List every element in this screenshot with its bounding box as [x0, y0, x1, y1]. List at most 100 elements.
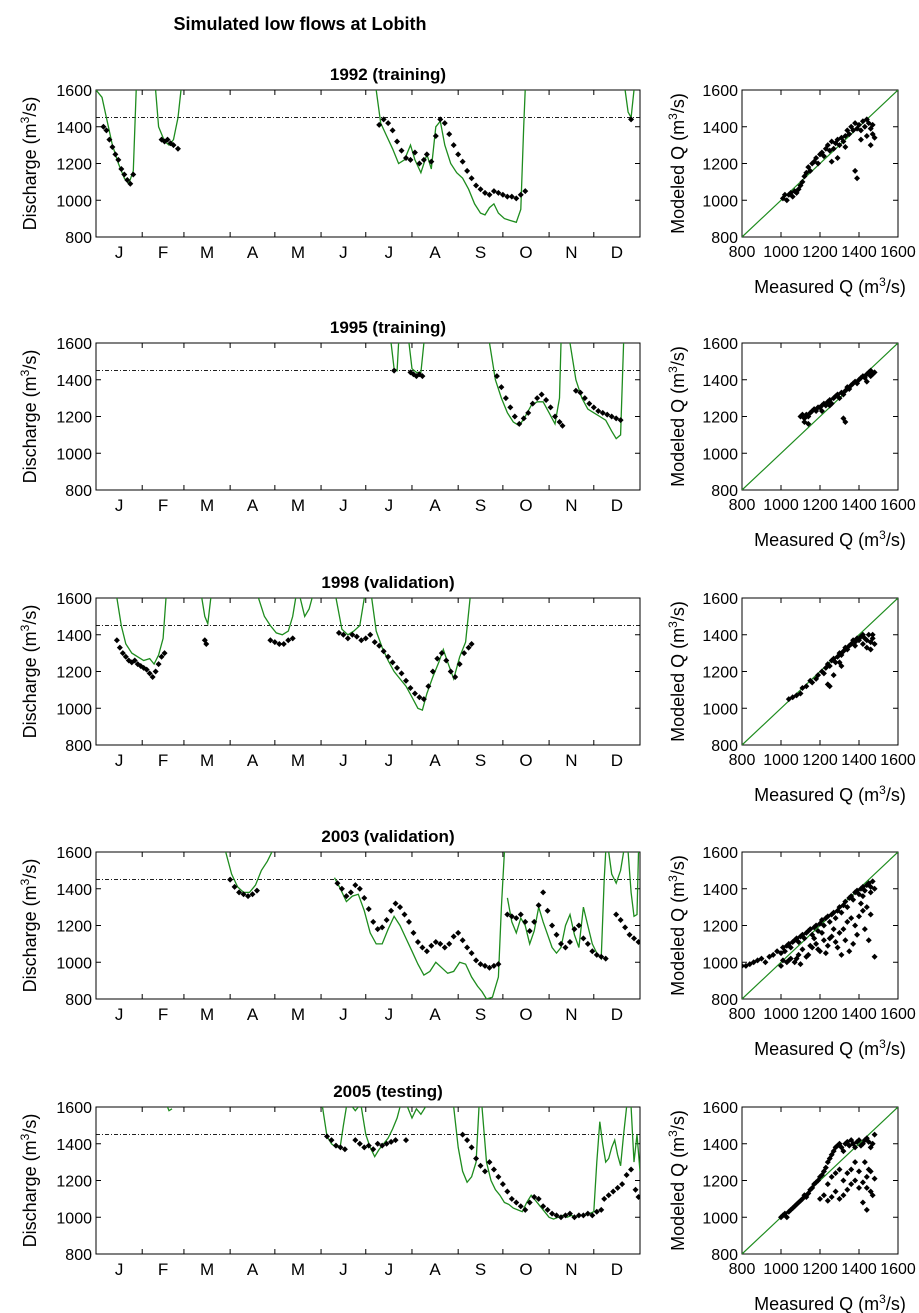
measured-point — [613, 415, 620, 422]
measured-point — [513, 195, 520, 202]
measured-point — [388, 1138, 395, 1145]
measured-point — [464, 167, 471, 174]
measured-point — [584, 940, 591, 947]
x-tick-label: M — [291, 1005, 305, 1024]
scatter-point — [762, 959, 769, 966]
y-axis-label: Modeled Q (m3/s) — [666, 346, 688, 487]
scatter-point — [865, 1166, 872, 1173]
measured-point — [394, 664, 401, 671]
scatter-point — [832, 939, 839, 946]
measured-point — [589, 948, 596, 955]
simulated-line — [375, 90, 526, 224]
measured-point — [626, 931, 633, 938]
x-tick-label: M — [200, 496, 214, 515]
x-tick-label: J — [385, 1260, 394, 1279]
x-tick-label: D — [611, 496, 623, 515]
scatter-point — [844, 1186, 851, 1193]
scatter-point — [857, 136, 864, 143]
measured-point — [429, 668, 436, 675]
simulated-line — [166, 1107, 173, 1112]
y-tick-label: 1400 — [56, 628, 92, 645]
measured-point — [411, 149, 418, 156]
measured-point — [358, 637, 365, 644]
plot-frame — [95, 89, 641, 238]
x-tick-label: 800 — [729, 1261, 756, 1278]
y-tick-label: 1600 — [56, 591, 92, 608]
scatter-point — [871, 1175, 878, 1182]
y-tick-label: 1000 — [702, 1210, 738, 1227]
measured-point — [513, 915, 520, 922]
measured-point — [376, 642, 383, 649]
x-axis-label: Measured Q (m3/s) — [754, 1037, 906, 1059]
measured-point — [203, 640, 210, 647]
scatter-point — [824, 142, 831, 149]
x-tick-label: J — [339, 751, 348, 770]
scatter-point — [840, 1148, 847, 1155]
plot-frame — [95, 1106, 641, 1255]
y-tick-label: 1600 — [702, 591, 738, 608]
measured-point — [464, 944, 471, 951]
measured-point — [593, 1208, 600, 1215]
scatter-point — [871, 134, 878, 141]
scatter-point — [852, 1144, 859, 1151]
measured-point — [481, 1168, 488, 1175]
measured-point — [534, 395, 541, 402]
measured-point — [473, 957, 480, 964]
x-tick-label: 800 — [729, 244, 756, 261]
measured-point — [622, 924, 629, 931]
scatter-point — [832, 1170, 839, 1177]
scatter-point — [799, 946, 806, 953]
measured-point — [544, 907, 551, 914]
scatter-point — [836, 1166, 843, 1173]
x-tick-label: 1400 — [841, 1261, 877, 1278]
scatter-point — [803, 683, 810, 690]
simulated-line — [116, 598, 167, 666]
measured-point — [349, 631, 356, 638]
y-tick-label: 800 — [65, 1247, 92, 1264]
timeseries-chart-0: 1992 (training) 800 1000 1200 1400 1600 J F M A M J… — [18, 65, 641, 262]
y-tick-label: 800 — [711, 1247, 738, 1264]
measured-point — [356, 1140, 363, 1147]
measured-point — [562, 1212, 569, 1219]
scatter-point — [815, 160, 822, 167]
chart-title: 2005 (testing) — [333, 1082, 443, 1101]
x-tick-label: 1600 — [880, 1006, 916, 1023]
x-tick-label: 1000 — [763, 497, 799, 514]
measured-point — [455, 151, 462, 158]
y-tick-label: 1000 — [702, 701, 738, 718]
scatter-point — [867, 142, 874, 149]
measured-point — [380, 116, 387, 123]
scatter-point — [807, 167, 814, 174]
y-tick-label: 1000 — [702, 446, 738, 463]
scatter-point — [815, 946, 822, 953]
measured-point — [352, 882, 359, 889]
x-tick-label: D — [611, 1260, 623, 1279]
x-tick-label: 1200 — [802, 1006, 838, 1023]
x-tick-label: 1000 — [763, 1261, 799, 1278]
scatter-point — [856, 1137, 862, 1144]
measured-point — [566, 1210, 573, 1217]
measured-point — [598, 953, 605, 960]
measured-point — [617, 417, 624, 424]
measured-point — [535, 1195, 542, 1202]
x-tick-label: A — [429, 751, 441, 770]
plot-area — [742, 90, 898, 237]
measured-point — [121, 171, 128, 178]
x-tick-label: M — [291, 751, 305, 770]
x-tick-label: O — [519, 751, 532, 770]
scatter-point — [783, 1214, 790, 1221]
measured-point — [343, 893, 350, 900]
y-tick-label: 1000 — [56, 1210, 92, 1227]
y-axis-label: Discharge (m3/s) — [18, 350, 40, 484]
x-tick-label: A — [247, 751, 259, 770]
x-tick-label: J — [115, 496, 124, 515]
plot-area — [742, 1107, 898, 1254]
measured-point — [392, 900, 399, 907]
y-axis-label: Discharge (m3/s) — [18, 605, 40, 739]
scatter-point — [797, 961, 804, 968]
measured-point — [580, 935, 587, 942]
scatter-point — [836, 929, 843, 936]
measured-point — [438, 650, 445, 657]
